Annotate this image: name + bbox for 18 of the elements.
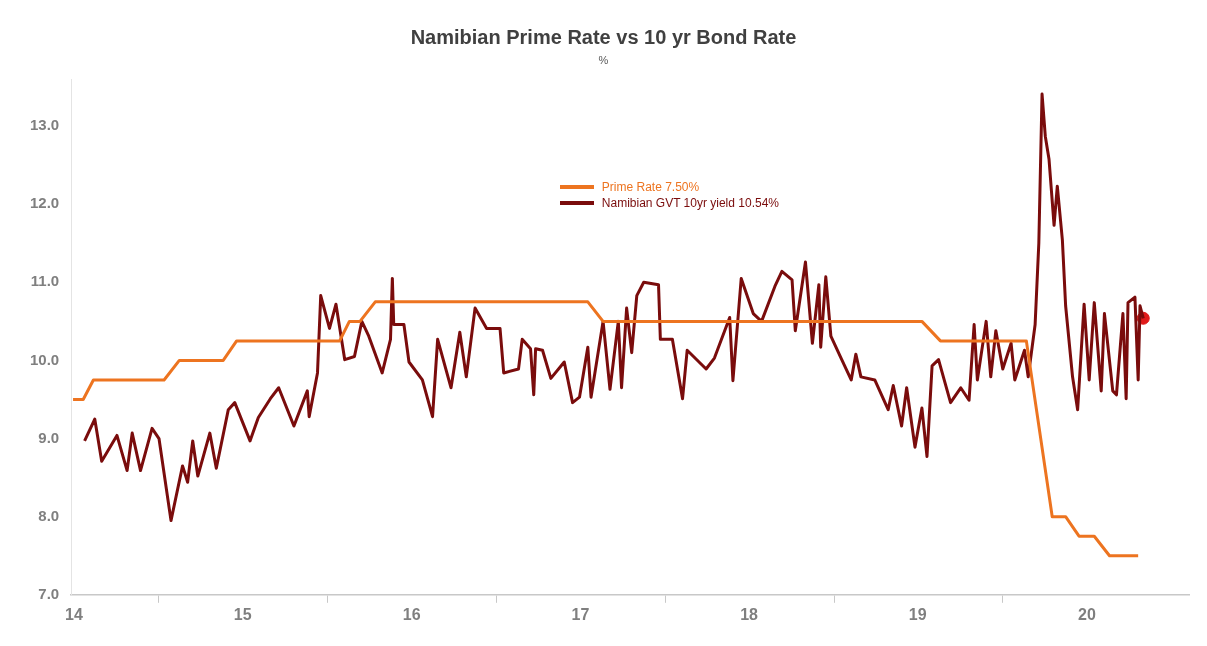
y-tick-label: 10.0 <box>29 350 60 368</box>
x-tick-label: 16 <box>402 605 421 623</box>
x-tick-label: 18 <box>740 605 759 623</box>
y-tick-label: 9.0 <box>38 428 60 446</box>
chart-title: Namibian Prime Rate vs 10 yr Bond Rate <box>410 25 797 48</box>
y-tick-label: 7.0 <box>38 584 60 602</box>
legend-label: Namibian GVT 10yr yield 10.54% <box>601 196 779 210</box>
y-tick-label: 11.0 <box>30 272 60 290</box>
legend-label: Prime Rate 7.50% <box>601 180 700 194</box>
chart-subtitle: % <box>598 53 609 66</box>
y-tick-label: 12.0 <box>29 194 60 212</box>
x-tick-label: 15 <box>233 605 252 623</box>
y-tick-label: 13.0 <box>29 116 60 134</box>
x-tick-label: 20 <box>1077 605 1096 623</box>
x-tick-label: 17 <box>571 605 590 623</box>
x-tick-label: 19 <box>908 605 927 623</box>
x-tick-label: 14 <box>65 605 83 623</box>
y-tick-label: 8.0 <box>38 506 60 524</box>
